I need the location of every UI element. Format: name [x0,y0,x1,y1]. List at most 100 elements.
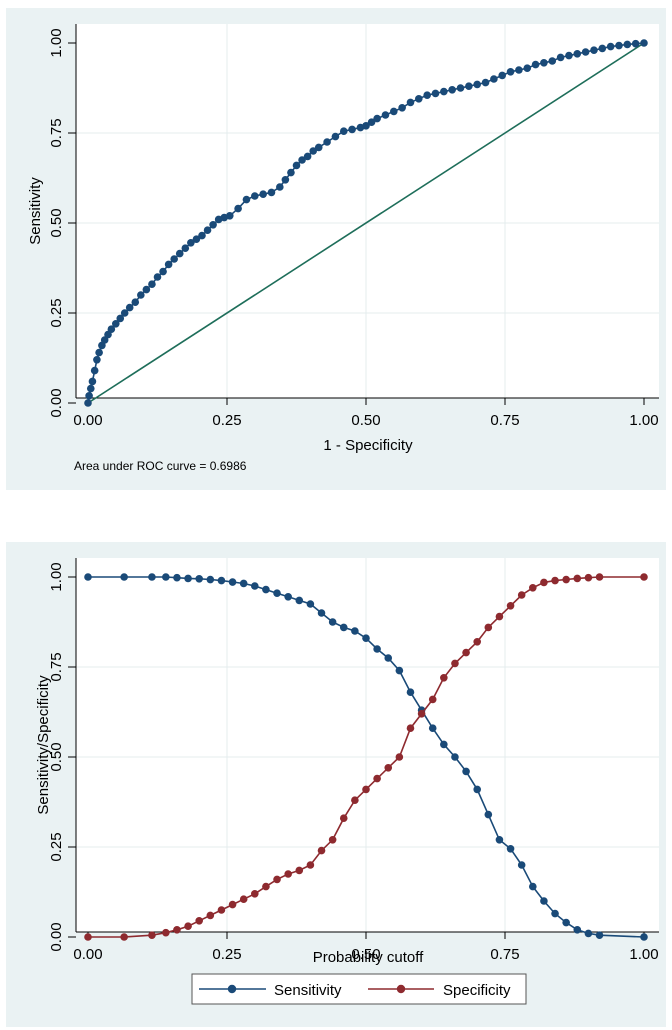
specificity-point [84,933,92,941]
specificity-point [273,875,281,884]
roc-curve-point [192,235,201,243]
ss-y-tick-label: 1.00 [48,562,65,591]
sensitivity-point [120,573,128,581]
ss-x-tick-label: 0.75 [490,946,519,963]
sensitivity-point [573,926,582,934]
roc-curve-point [159,267,167,276]
roc-y-tick-label: 0.25 [48,298,65,327]
roc-curve-point [615,41,623,50]
sens-spec-plot-area [76,558,659,932]
specificity-point [495,612,504,621]
sensitivity-point [584,929,593,938]
roc-curve-point [170,255,178,263]
roc-curve-point [606,42,615,51]
specificity-point [120,933,128,941]
specificity-point [317,846,326,855]
specificity-point [251,890,259,898]
roc-curve-point [640,39,648,47]
specificity-point [148,931,156,939]
specificity-point [473,638,482,646]
roc-curve-point [125,303,134,312]
sensitivity-point [273,589,281,597]
roc-curve-point [187,239,195,247]
roc-curve-point [548,57,557,65]
roc-curve-point [120,309,129,317]
sensitivity-point [284,593,292,601]
roc-curve-point [309,147,317,155]
sensitivity-point [395,666,404,675]
sensitivity-point [640,933,648,941]
roc-curve-point [331,132,340,141]
specificity-point [451,659,459,668]
sensitivity-point [495,836,504,844]
specificity-point [462,648,470,657]
specificity-point [284,870,292,878]
roc-curve-point [581,48,590,56]
sensitivity-point [328,618,337,626]
roc-x-axis-title: 1 - Specificity [323,437,413,454]
roc-curve-point [85,392,93,400]
specificity-point [262,882,270,891]
roc-curve-point [423,91,431,99]
roc-chart-panel: 0.00 0.25 0.50 0.75 1.00 0.00 0.25 0.50 0.75 1.0… [6,8,666,490]
legend: Sensitivity Specificity [191,973,527,1005]
sens-spec-y-axis-title: Sensitivity/Specificity [35,675,52,815]
roc-curve-point [565,51,573,60]
roc-curve-point [348,125,356,134]
specificity-point [217,906,226,914]
specificity-point [406,724,415,732]
legend-sensitivity-marker [227,984,237,994]
roc-curve-point [175,249,184,258]
sensitivity-point [295,596,304,605]
sensitivity-point [373,645,381,653]
sensitivity-point [162,573,170,581]
specificity-point [573,574,582,583]
specificity-point [640,573,648,581]
roc-curve-point [116,314,125,323]
sensitivity-point [148,573,156,581]
roc-curve-point [498,71,507,80]
roc-curve-point [90,366,99,375]
legend-specificity-label: Specificity [443,982,511,999]
roc-curve-point [456,84,465,92]
roc-curve-point [339,127,348,135]
reference-line [87,42,645,404]
sensitivity-point [262,585,270,594]
roc-y-tick-label: 0.75 [48,118,65,147]
sensitivity-point [184,574,192,583]
ss-x-tick-label: 1.00 [629,946,658,963]
legend-specificity-marker [396,984,406,994]
specificity-point [351,796,359,804]
ss-y-tick-label: 0.50 [48,742,65,771]
ss-x-tick-label: 0.25 [212,946,241,963]
specificity-point [417,710,426,718]
sensitivity-point [506,845,515,853]
roc-curve-point [209,221,217,229]
roc-curve-point [148,280,156,289]
roc-x-tick-label: 1.00 [629,412,658,429]
sensitivity-point [173,573,181,582]
roc-curve-point [95,348,103,357]
roc-curve-point [362,122,370,130]
roc-curve-point [131,298,140,307]
sensitivity-point [195,575,203,583]
specificity-point [562,575,570,584]
roc-curve-point [590,46,598,54]
roc-curve-point [390,107,398,116]
roc-x-tick-label: 0.50 [351,412,380,429]
roc-curve-point [267,188,276,197]
sensitivity-point [362,634,370,642]
roc-x-tick-label: 0.25 [212,412,241,429]
sens-spec-chart: 0.00 0.25 0.50 0.75 1.00 0.00 0.25 0.50 0.75 1.0… [35,558,659,1005]
roc-curve-point [181,244,190,252]
specificity-point [295,866,304,875]
specificity-point [584,573,593,582]
roc-curve-point [381,111,390,119]
roc-x-tick-label: 0.00 [73,412,102,429]
sensitivity-point [206,575,215,584]
legend-sensitivity-label: Sensitivity [274,982,342,999]
roc-curve-point [465,82,473,90]
specificity-point [362,785,370,794]
sens-spec-chart-panel: 0.00 0.25 0.50 0.75 1.00 0.00 0.25 0.50 0.75 1.0… [6,542,666,1027]
specificity-point [195,917,203,925]
